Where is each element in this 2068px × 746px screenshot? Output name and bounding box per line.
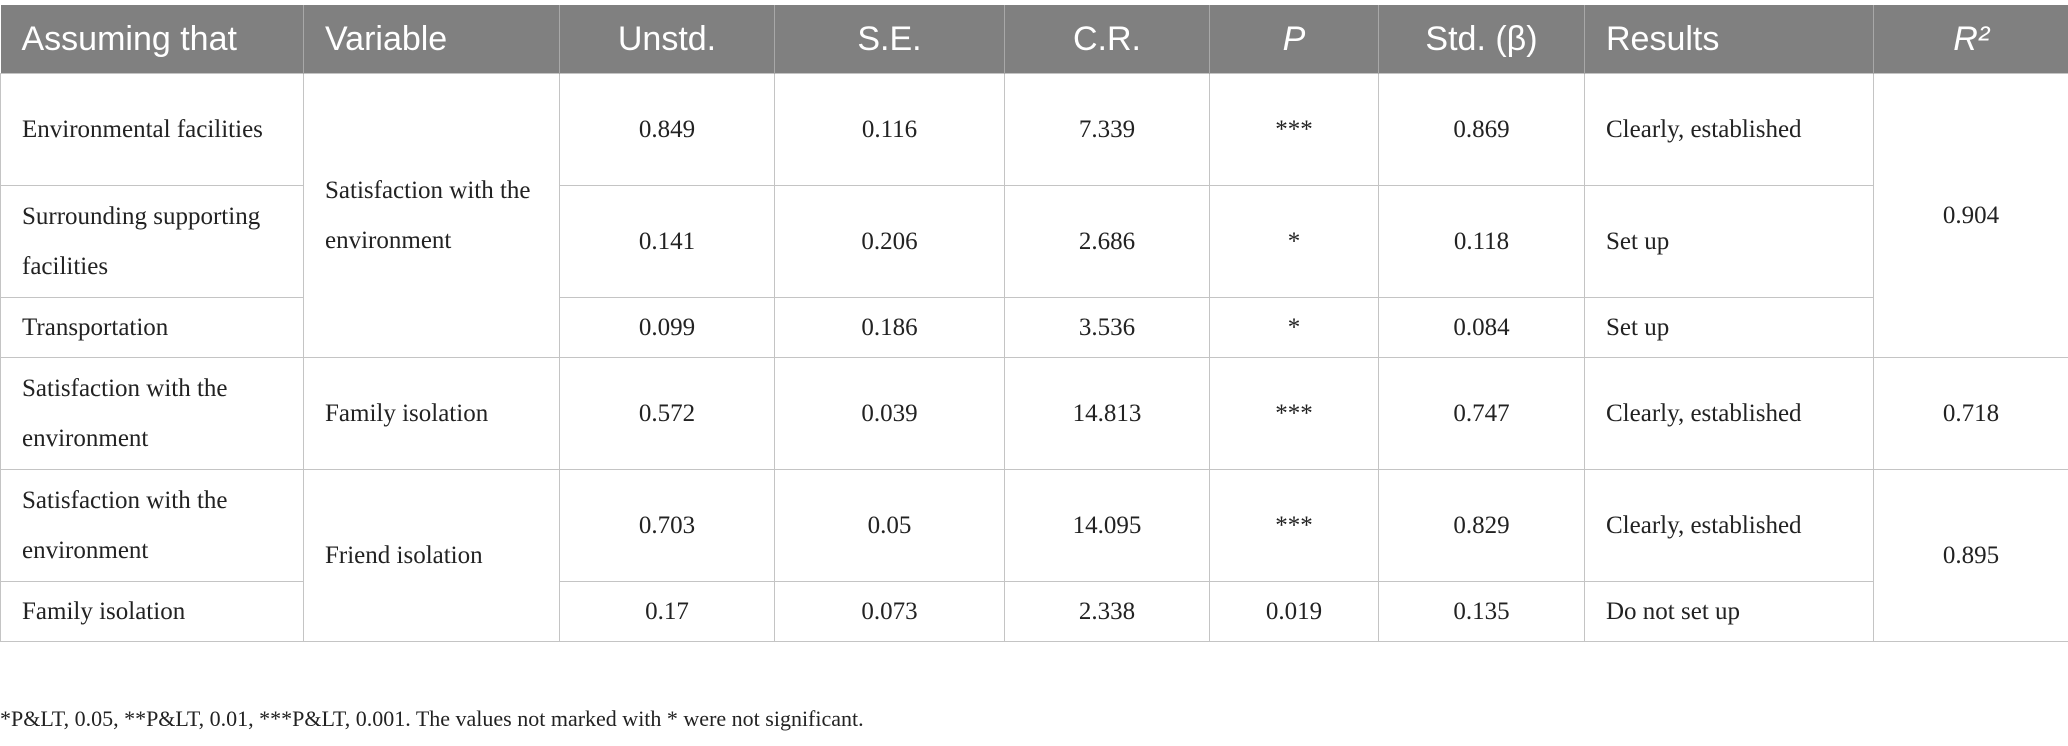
header-cell: S.E. xyxy=(774,5,1005,74)
unstd-cell: 0.703 xyxy=(559,469,775,582)
results-cell: Do not set up xyxy=(1584,581,1874,642)
se-cell: 0.206 xyxy=(774,185,1005,298)
header-cell: Assuming that xyxy=(0,5,304,74)
se-cell: 0.039 xyxy=(774,357,1005,470)
table-row: Transportation 0.099 0.186 3.536 * 0.084 Set u… xyxy=(0,297,2068,358)
results-cell: Clearly, established xyxy=(1584,73,1874,186)
header-cell: Results xyxy=(1584,5,1874,74)
results-cell: Set up xyxy=(1584,185,1874,298)
std-cell: 0.084 xyxy=(1378,297,1585,358)
results-table: Assuming that Variable Unstd. S.E. C.R. P Std.… xyxy=(0,5,2068,642)
unstd-cell: 0.849 xyxy=(559,73,775,186)
r2-cell: 0.895 xyxy=(1873,469,2068,642)
unstd-cell: 0.572 xyxy=(559,357,775,470)
p-cell: * xyxy=(1209,185,1379,298)
table-row: Satisfaction with the environment Family … xyxy=(0,357,2068,470)
table-row: Satisfaction with the environment Friend … xyxy=(0,469,2068,642)
se-cell: 0.116 xyxy=(774,73,1005,186)
cr-cell: 2.338 xyxy=(1004,581,1210,642)
footnote: *P&LT, 0.05, **P&LT, 0.01, ***P&LT, 0.00… xyxy=(0,706,864,731)
p-cell: *** xyxy=(1209,469,1379,582)
r2-cell: 0.904 xyxy=(1873,73,2068,358)
table-body: Environmental facilities Satisfaction wit… xyxy=(0,73,2068,642)
header-row: Assuming that Variable Unstd. S.E. C.R. P Std.… xyxy=(0,5,2068,74)
variable-cell: Friend isolation xyxy=(303,469,560,642)
std-cell: 0.869 xyxy=(1378,73,1585,186)
se-cell: 0.05 xyxy=(774,469,1005,582)
assuming-cell: Satisfaction with the environment xyxy=(0,357,304,470)
cr-cell: 3.536 xyxy=(1004,297,1210,358)
std-cell: 0.747 xyxy=(1378,357,1585,470)
header-cell: Unstd. xyxy=(559,5,775,74)
assuming-cell: Transportation xyxy=(0,297,304,358)
results-cell: Set up xyxy=(1584,297,1874,358)
results-cell: Clearly, established xyxy=(1584,357,1874,470)
se-cell: 0.073 xyxy=(774,581,1005,642)
std-cell: 0.118 xyxy=(1378,185,1585,298)
assuming-cell: Environmental facilities xyxy=(0,73,304,186)
table-row: Environmental facilities Satisfaction wit… xyxy=(0,73,2068,358)
unstd-cell: 0.17 xyxy=(559,581,775,642)
table-row: Surrounding supporting facilities 0.141 0.… xyxy=(0,185,2068,298)
se-cell: 0.186 xyxy=(774,297,1005,358)
std-cell: 0.829 xyxy=(1378,469,1585,582)
variable-cell: Satisfaction with the environment xyxy=(303,73,560,358)
cr-cell: 14.813 xyxy=(1004,357,1210,470)
p-cell: 0.019 xyxy=(1209,581,1379,642)
cr-cell: 2.686 xyxy=(1004,185,1210,298)
r2-cell: 0.718 xyxy=(1873,357,2068,470)
assuming-cell: Surrounding supporting facilities xyxy=(0,185,304,298)
unstd-cell: 0.099 xyxy=(559,297,775,358)
std-cell: 0.135 xyxy=(1378,581,1585,642)
unstd-cell: 0.141 xyxy=(559,185,775,298)
cr-cell: 7.339 xyxy=(1004,73,1210,186)
assuming-cell: Satisfaction with the environment xyxy=(0,469,304,582)
header-cell: P xyxy=(1209,5,1379,74)
results-cell: Clearly, established xyxy=(1584,469,1874,582)
variable-cell: Family isolation xyxy=(303,357,560,470)
table-row: Family isolation 0.17 0.073 2.338 0.019 0.135… xyxy=(0,581,2068,642)
header-cell: C.R. xyxy=(1004,5,1210,74)
header-cell: Variable xyxy=(303,5,560,74)
p-cell: * xyxy=(1209,297,1379,358)
p-cell: *** xyxy=(1209,73,1379,186)
assuming-cell: Family isolation xyxy=(0,581,304,642)
cr-cell: 14.095 xyxy=(1004,469,1210,582)
header-cell: Std. (β) xyxy=(1378,5,1585,74)
header-cell: R² xyxy=(1873,5,2068,74)
p-cell: *** xyxy=(1209,357,1379,470)
